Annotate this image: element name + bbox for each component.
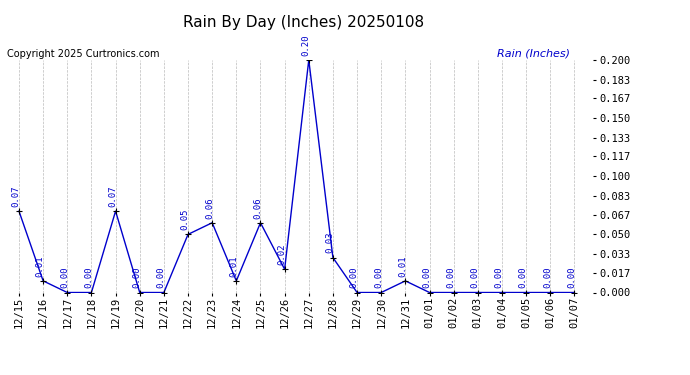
Text: 0.01: 0.01 (36, 255, 45, 277)
Text: 0.00: 0.00 (567, 267, 576, 288)
Text: 0.00: 0.00 (350, 267, 359, 288)
Text: 0.07: 0.07 (108, 186, 117, 207)
Text: 0.00: 0.00 (446, 267, 455, 288)
Text: 0.00: 0.00 (422, 267, 431, 288)
Text: 0.00: 0.00 (132, 267, 141, 288)
Text: Rain By Day (Inches) 20250108: Rain By Day (Inches) 20250108 (183, 15, 424, 30)
Text: 0.02: 0.02 (277, 244, 286, 265)
Text: 0.20: 0.20 (302, 34, 310, 56)
Text: 0.03: 0.03 (326, 232, 335, 254)
Text: 0.00: 0.00 (60, 267, 69, 288)
Text: 0.01: 0.01 (398, 255, 407, 277)
Text: 0.07: 0.07 (12, 186, 21, 207)
Text: 0.00: 0.00 (519, 267, 528, 288)
Text: 0.00: 0.00 (495, 267, 504, 288)
Text: Copyright 2025 Curtronics.com: Copyright 2025 Curtronics.com (7, 49, 159, 59)
Text: 0.00: 0.00 (471, 267, 480, 288)
Text: 0.06: 0.06 (205, 197, 214, 219)
Text: 0.00: 0.00 (157, 267, 166, 288)
Text: 0.01: 0.01 (229, 255, 238, 277)
Text: 0.00: 0.00 (84, 267, 93, 288)
Text: 0.00: 0.00 (374, 267, 383, 288)
Text: 0.05: 0.05 (181, 209, 190, 230)
Text: 0.06: 0.06 (253, 197, 262, 219)
Text: 0.00: 0.00 (543, 267, 552, 288)
Text: Rain (Inches): Rain (Inches) (497, 49, 570, 59)
